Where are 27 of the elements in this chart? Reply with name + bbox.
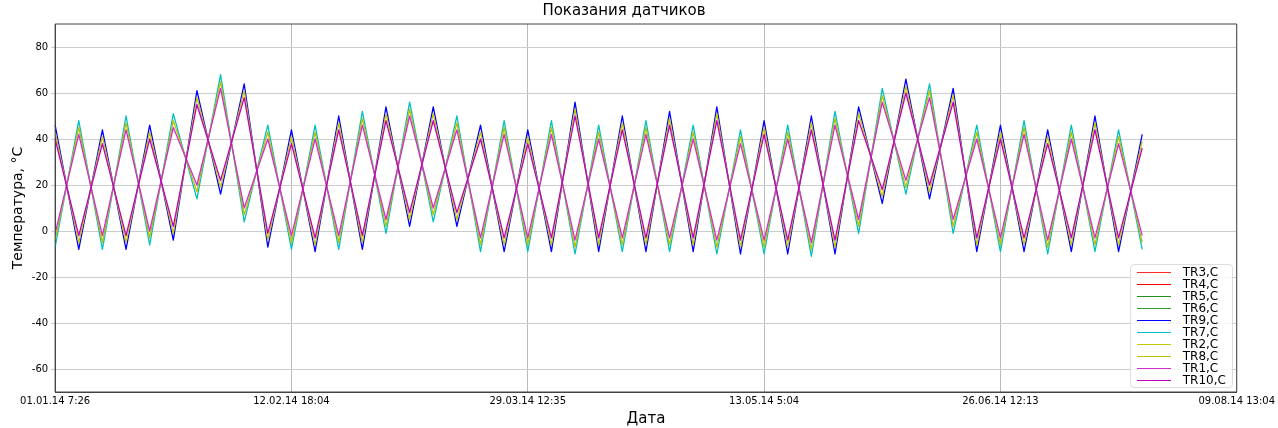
x-tick-label: 13.05.14 5:04: [729, 394, 800, 406]
y-tick-label: 0: [41, 224, 49, 236]
x-tick-label: 01.01.14 7:26: [20, 394, 91, 406]
legend-label: TR8,C: [1182, 349, 1219, 363]
legend-label: TR6,C: [1182, 301, 1219, 315]
chart-title: Показания датчиков: [542, 0, 706, 19]
y-tick-label: 40: [35, 132, 49, 144]
x-tick-label: 12.02.14 18:04: [253, 394, 330, 406]
x-tick-label: 26.06.14 12:13: [962, 394, 1039, 406]
y-axis-title: Температура, °C: [9, 146, 26, 271]
legend-label: TR9,C: [1182, 313, 1219, 327]
legend-label: TR4,C: [1182, 277, 1219, 291]
y-tick-label: 60: [35, 86, 49, 98]
legend-label: TR7,C: [1182, 325, 1219, 339]
legend-label: TR1,C: [1182, 361, 1219, 375]
legend-label: TR3,C: [1182, 265, 1219, 279]
legend-label: TR5,C: [1182, 289, 1219, 303]
legend-label: TR10,C: [1182, 373, 1226, 387]
y-tick-label: -40: [31, 316, 49, 328]
y-tick-label: 80: [35, 40, 49, 52]
y-tick-label: 20: [35, 178, 49, 190]
x-tick-label: 09.08.14 13:04: [1198, 394, 1275, 406]
legend-label: TR2,C: [1182, 337, 1219, 351]
x-tick-label: 29.03.14 12:35: [489, 394, 567, 406]
x-axis-title: Дата: [626, 408, 666, 427]
y-tick-label: -60: [31, 362, 49, 374]
y-tick-label: -20: [31, 270, 49, 282]
